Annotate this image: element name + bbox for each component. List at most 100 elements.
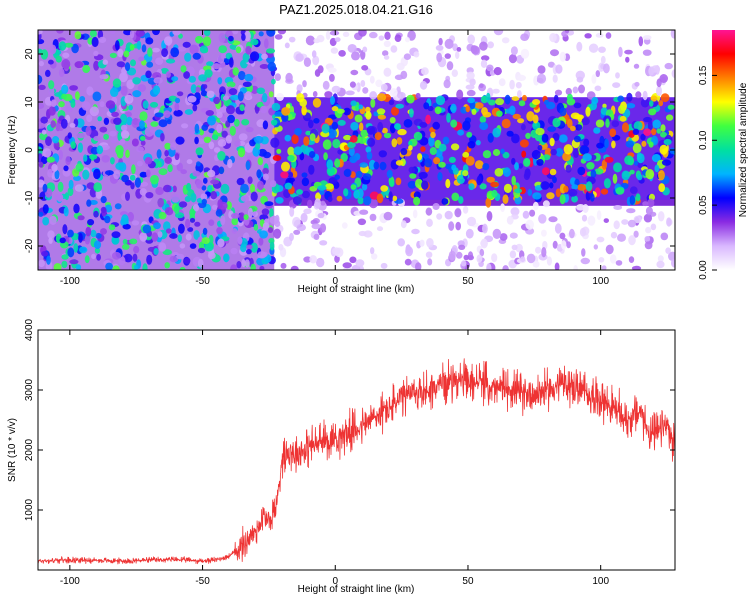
spectrogram-cell	[139, 171, 148, 178]
spectrogram-cell	[175, 136, 185, 145]
spectrogram-cell	[236, 177, 245, 186]
spectrogram-cell	[150, 121, 159, 127]
spectrogram-cell	[51, 163, 58, 172]
spectrogram-cell	[82, 169, 90, 180]
spectrogram-cell	[429, 147, 437, 155]
spectrogram-cell	[598, 46, 606, 53]
spectrogram-cell	[389, 88, 398, 97]
spectrogram-cell	[419, 80, 428, 90]
spectrogram-cell	[169, 142, 177, 151]
spectrogram-cell	[342, 262, 352, 269]
spectrogram-cell	[425, 114, 431, 125]
spectrogram-cell	[499, 233, 508, 241]
spectrogram-cell	[355, 259, 365, 267]
spectrogram-cell	[67, 132, 73, 139]
spectrogram-cell	[40, 116, 48, 124]
spectrogram-cell	[482, 223, 488, 234]
spectrogram-cell	[183, 257, 191, 264]
spectrogram-cell	[626, 103, 636, 109]
spectrogram-cell	[164, 150, 169, 157]
spectrogram-cell	[122, 223, 131, 230]
spectrogram-cell	[511, 244, 518, 251]
spectrogram-cell	[407, 180, 417, 189]
spectrogram-cell	[535, 127, 545, 136]
spectrogram-cell	[169, 233, 178, 239]
spectrogram-cell	[301, 177, 310, 187]
spectrogram-cell	[378, 150, 387, 158]
spectrogram-cell	[223, 95, 229, 101]
spectrogram-cell	[403, 53, 411, 60]
spectrogram-cell	[594, 168, 604, 175]
colorbar: 0.00 0.05 0.10 0.15 Normalized spectral amp…	[698, 30, 749, 280]
spectrogram-cell	[425, 251, 433, 258]
spectrogram-cell	[494, 168, 504, 177]
spectrogram-cell	[280, 262, 287, 269]
spectrogram-cell	[486, 211, 493, 222]
spectrogram-cell	[217, 77, 223, 85]
spectrogram-cell	[303, 57, 311, 67]
spectrogram-cell	[93, 135, 102, 142]
spectrogram-cell	[643, 213, 653, 223]
spectrogram-cell	[112, 265, 120, 270]
spectrogram-cell	[162, 249, 172, 256]
spectrogram-cell	[194, 221, 201, 227]
spectrogram-cell	[570, 112, 581, 120]
spectrogram-cell	[195, 147, 204, 156]
spectrogram-cell	[262, 120, 269, 130]
spectrogram-cell	[225, 135, 232, 144]
spectrogram-cell	[365, 111, 372, 120]
spectrogram-cell	[133, 245, 140, 254]
spectrogram-cell	[550, 49, 559, 57]
spectrogram-cell	[174, 153, 180, 161]
spectrogram-cell	[65, 155, 71, 166]
spectrogram-cell	[621, 170, 630, 181]
spectrogram-cell	[67, 229, 74, 238]
spectrogram-cell	[467, 255, 475, 261]
spectrogram-cell	[287, 177, 295, 183]
spectrogram-cell	[396, 62, 405, 71]
spectrogram-cell	[485, 197, 492, 208]
spectrogram-cell	[210, 179, 220, 185]
spectrogram-cell	[176, 162, 183, 172]
spectrogram-cell	[262, 173, 269, 181]
spectrogram-cell	[432, 203, 440, 210]
spectrogram-cell	[313, 38, 321, 44]
spectrogram-cell	[645, 206, 653, 216]
spectrogram-cell	[277, 30, 286, 35]
spectrogram-cell	[169, 255, 179, 263]
spectrogram-cell	[541, 229, 547, 237]
spectrogram-cell	[337, 108, 345, 114]
spectrogram-cell	[185, 233, 192, 241]
colorbar-tick-label: 0.05	[698, 195, 709, 215]
spectrogram-cell	[617, 233, 626, 242]
spectrogram-cell	[100, 228, 107, 235]
spectrogram-cell	[515, 81, 522, 89]
spectrogram-cell	[296, 189, 303, 195]
spectrogram-cell	[602, 103, 607, 109]
spectrogram-cell	[629, 186, 638, 194]
spectrogram-cell	[211, 134, 219, 141]
spectrogram-cell	[153, 222, 161, 230]
spectrogram-cell	[361, 183, 368, 191]
spectrogram-cell	[369, 75, 375, 84]
spectrogram-cell	[45, 69, 51, 77]
spectrogram-cell	[400, 148, 408, 156]
spectrogram-cell	[412, 209, 418, 219]
spectrogram-cell	[91, 253, 96, 260]
spectrogram-cell	[532, 201, 539, 211]
spectrogram-cell	[479, 41, 488, 51]
spectrogram-cell	[295, 53, 304, 62]
spectrogram-cell	[184, 109, 194, 115]
spectrogram-cell	[621, 219, 629, 225]
spectrogram-cell	[455, 251, 463, 259]
spectrogram-cell	[158, 168, 168, 176]
x-tick-label: 100	[592, 576, 609, 587]
spectrogram-cell	[99, 101, 105, 108]
spectrogram-cell	[105, 170, 114, 176]
spectrogram-cell	[502, 151, 510, 159]
spectrogram-cell	[633, 230, 639, 238]
spectrogram-cell	[500, 148, 505, 155]
spectrogram-cell	[203, 30, 211, 37]
spectrogram-cell	[438, 161, 446, 168]
spectrogram-cell	[586, 162, 595, 170]
